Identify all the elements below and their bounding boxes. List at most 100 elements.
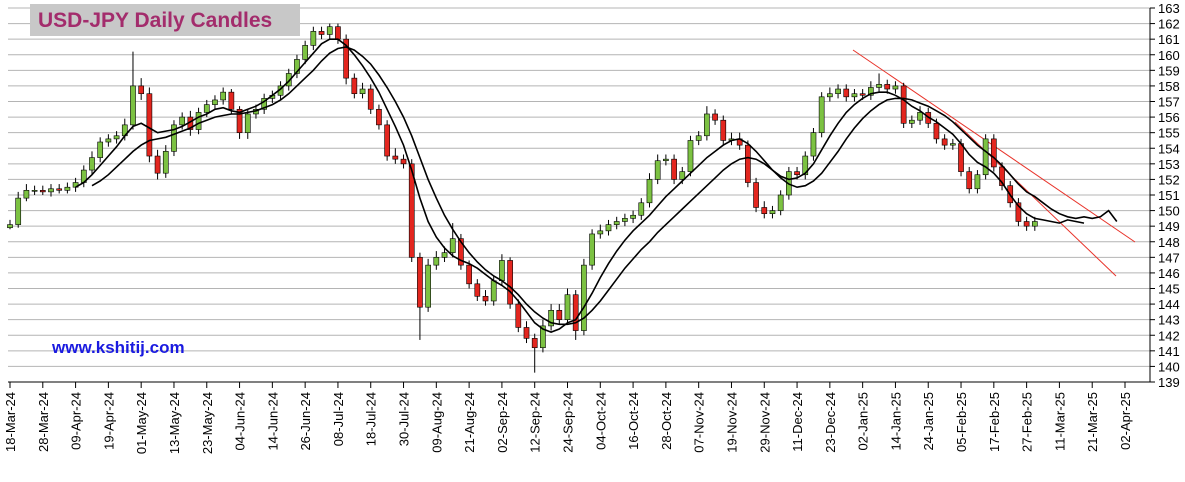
candle-body — [154, 155, 161, 174]
candle-body — [941, 138, 948, 146]
candle-body — [203, 104, 210, 113]
candle-body — [646, 179, 653, 204]
candle-body — [638, 202, 645, 216]
candle-body — [540, 325, 546, 349]
candle-body — [490, 280, 497, 302]
x-tick-label: 04-Jun-24 — [233, 392, 248, 451]
y-tick-label: 150 — [1158, 204, 1180, 219]
candle-body — [1023, 221, 1030, 227]
moving-average-line — [75, 38, 1085, 333]
x-tick-label: 02-Apr-25 — [1118, 392, 1133, 450]
x-tick-label: 08-Jul-24 — [331, 392, 346, 446]
x-tick-label: 28-Oct-24 — [659, 392, 674, 450]
candle-body — [56, 188, 63, 191]
candle-body — [679, 171, 686, 180]
candle-body — [572, 294, 579, 331]
candle-body — [31, 190, 38, 192]
candle-body — [990, 138, 997, 168]
x-tick-label: 18-Jul-24 — [364, 392, 379, 446]
candle-body — [326, 26, 333, 35]
y-tick-label: 154 — [1158, 141, 1180, 156]
y-tick-label: 159 — [1158, 63, 1180, 78]
x-tick-label: 02-Sep-24 — [495, 392, 510, 453]
x-tick-label: 23-May-24 — [200, 392, 215, 454]
y-tick-label: 156 — [1158, 110, 1180, 125]
x-tick-label: 09-Apr-24 — [69, 392, 84, 450]
y-tick-label: 163 — [1158, 1, 1180, 16]
y-tick-label: 147 — [1158, 250, 1180, 265]
candle-body — [39, 190, 46, 193]
chart-title: USD-JPY Daily Candles — [38, 9, 272, 32]
plot — [7, 23, 1118, 373]
candle-body — [917, 112, 923, 121]
x-tick-label: 21-Aug-24 — [462, 392, 477, 453]
candle-body — [663, 158, 669, 162]
candle-body — [597, 230, 604, 235]
title-box — [30, 4, 300, 36]
candle-body — [89, 157, 95, 171]
x-tick-label: 26-Jun-24 — [298, 392, 313, 451]
candle-body — [827, 93, 833, 98]
candle-body — [195, 112, 202, 130]
moving-average-line — [91, 46, 1118, 326]
y-tick-label: 142 — [1158, 328, 1180, 343]
candle-body — [818, 96, 825, 133]
y-tick-label: 149 — [1158, 219, 1180, 234]
x-tick-label: 21-Mar-25 — [1085, 392, 1100, 452]
candle-body — [367, 88, 374, 110]
candle-body — [228, 91, 235, 110]
candle-body — [294, 59, 300, 74]
candle-body — [556, 310, 563, 320]
candle-body — [359, 88, 366, 95]
candle-body — [933, 123, 940, 140]
x-tick-label: 01-May-24 — [134, 392, 149, 454]
x-tick-label: 27-Feb-25 — [1020, 392, 1035, 452]
candle-body — [400, 158, 407, 165]
y-tick-label: 151 — [1158, 188, 1180, 203]
candle-body — [318, 31, 325, 35]
candle-body — [351, 77, 358, 95]
y-tick-label: 162 — [1158, 17, 1180, 32]
candle-body — [712, 113, 718, 121]
candle-body — [622, 218, 628, 222]
x-tick-label: 02-Jan-25 — [856, 392, 871, 451]
candle-body — [802, 155, 809, 176]
candle-body — [794, 171, 800, 176]
y-tick-label: 153 — [1158, 157, 1180, 172]
x-tick-label: 11-Mar-25 — [1052, 392, 1067, 451]
x-tick-label: 19-Nov-24 — [724, 392, 739, 453]
candle-body — [523, 327, 530, 339]
candle-body — [130, 85, 136, 126]
candle-body — [236, 108, 243, 133]
x-tick-label: 07-Nov-24 — [692, 392, 707, 453]
candle-body — [605, 224, 612, 232]
candle-body — [7, 224, 13, 229]
y-tick-label: 140 — [1158, 359, 1180, 374]
candle-body — [704, 113, 710, 137]
candle-body — [23, 190, 30, 199]
candle-body — [745, 144, 751, 183]
x-tick-label: 24-Sep-24 — [561, 392, 576, 453]
candle-body — [433, 257, 440, 266]
y-tick-label: 148 — [1158, 235, 1180, 250]
candle-body — [392, 155, 399, 160]
y-tick-label: 139 — [1158, 375, 1180, 390]
x-tick-label: 14-Jan-25 — [888, 392, 903, 451]
x-tick-label: 28-Mar-24 — [36, 392, 51, 452]
candle-body — [441, 252, 448, 258]
candle-body — [310, 31, 317, 46]
candle-body — [958, 143, 964, 172]
candle-body — [449, 238, 456, 253]
candle-body — [720, 119, 727, 141]
x-tick-label: 12-Sep-24 — [528, 392, 543, 453]
candle-body — [220, 91, 227, 101]
candle-body — [564, 294, 571, 320]
candle-body — [64, 186, 71, 191]
candle-body — [900, 85, 907, 124]
candle-body — [384, 124, 390, 157]
candle-body — [908, 119, 915, 124]
candle-body — [1015, 202, 1022, 222]
candle-body — [589, 233, 595, 266]
candle-body — [458, 238, 464, 266]
